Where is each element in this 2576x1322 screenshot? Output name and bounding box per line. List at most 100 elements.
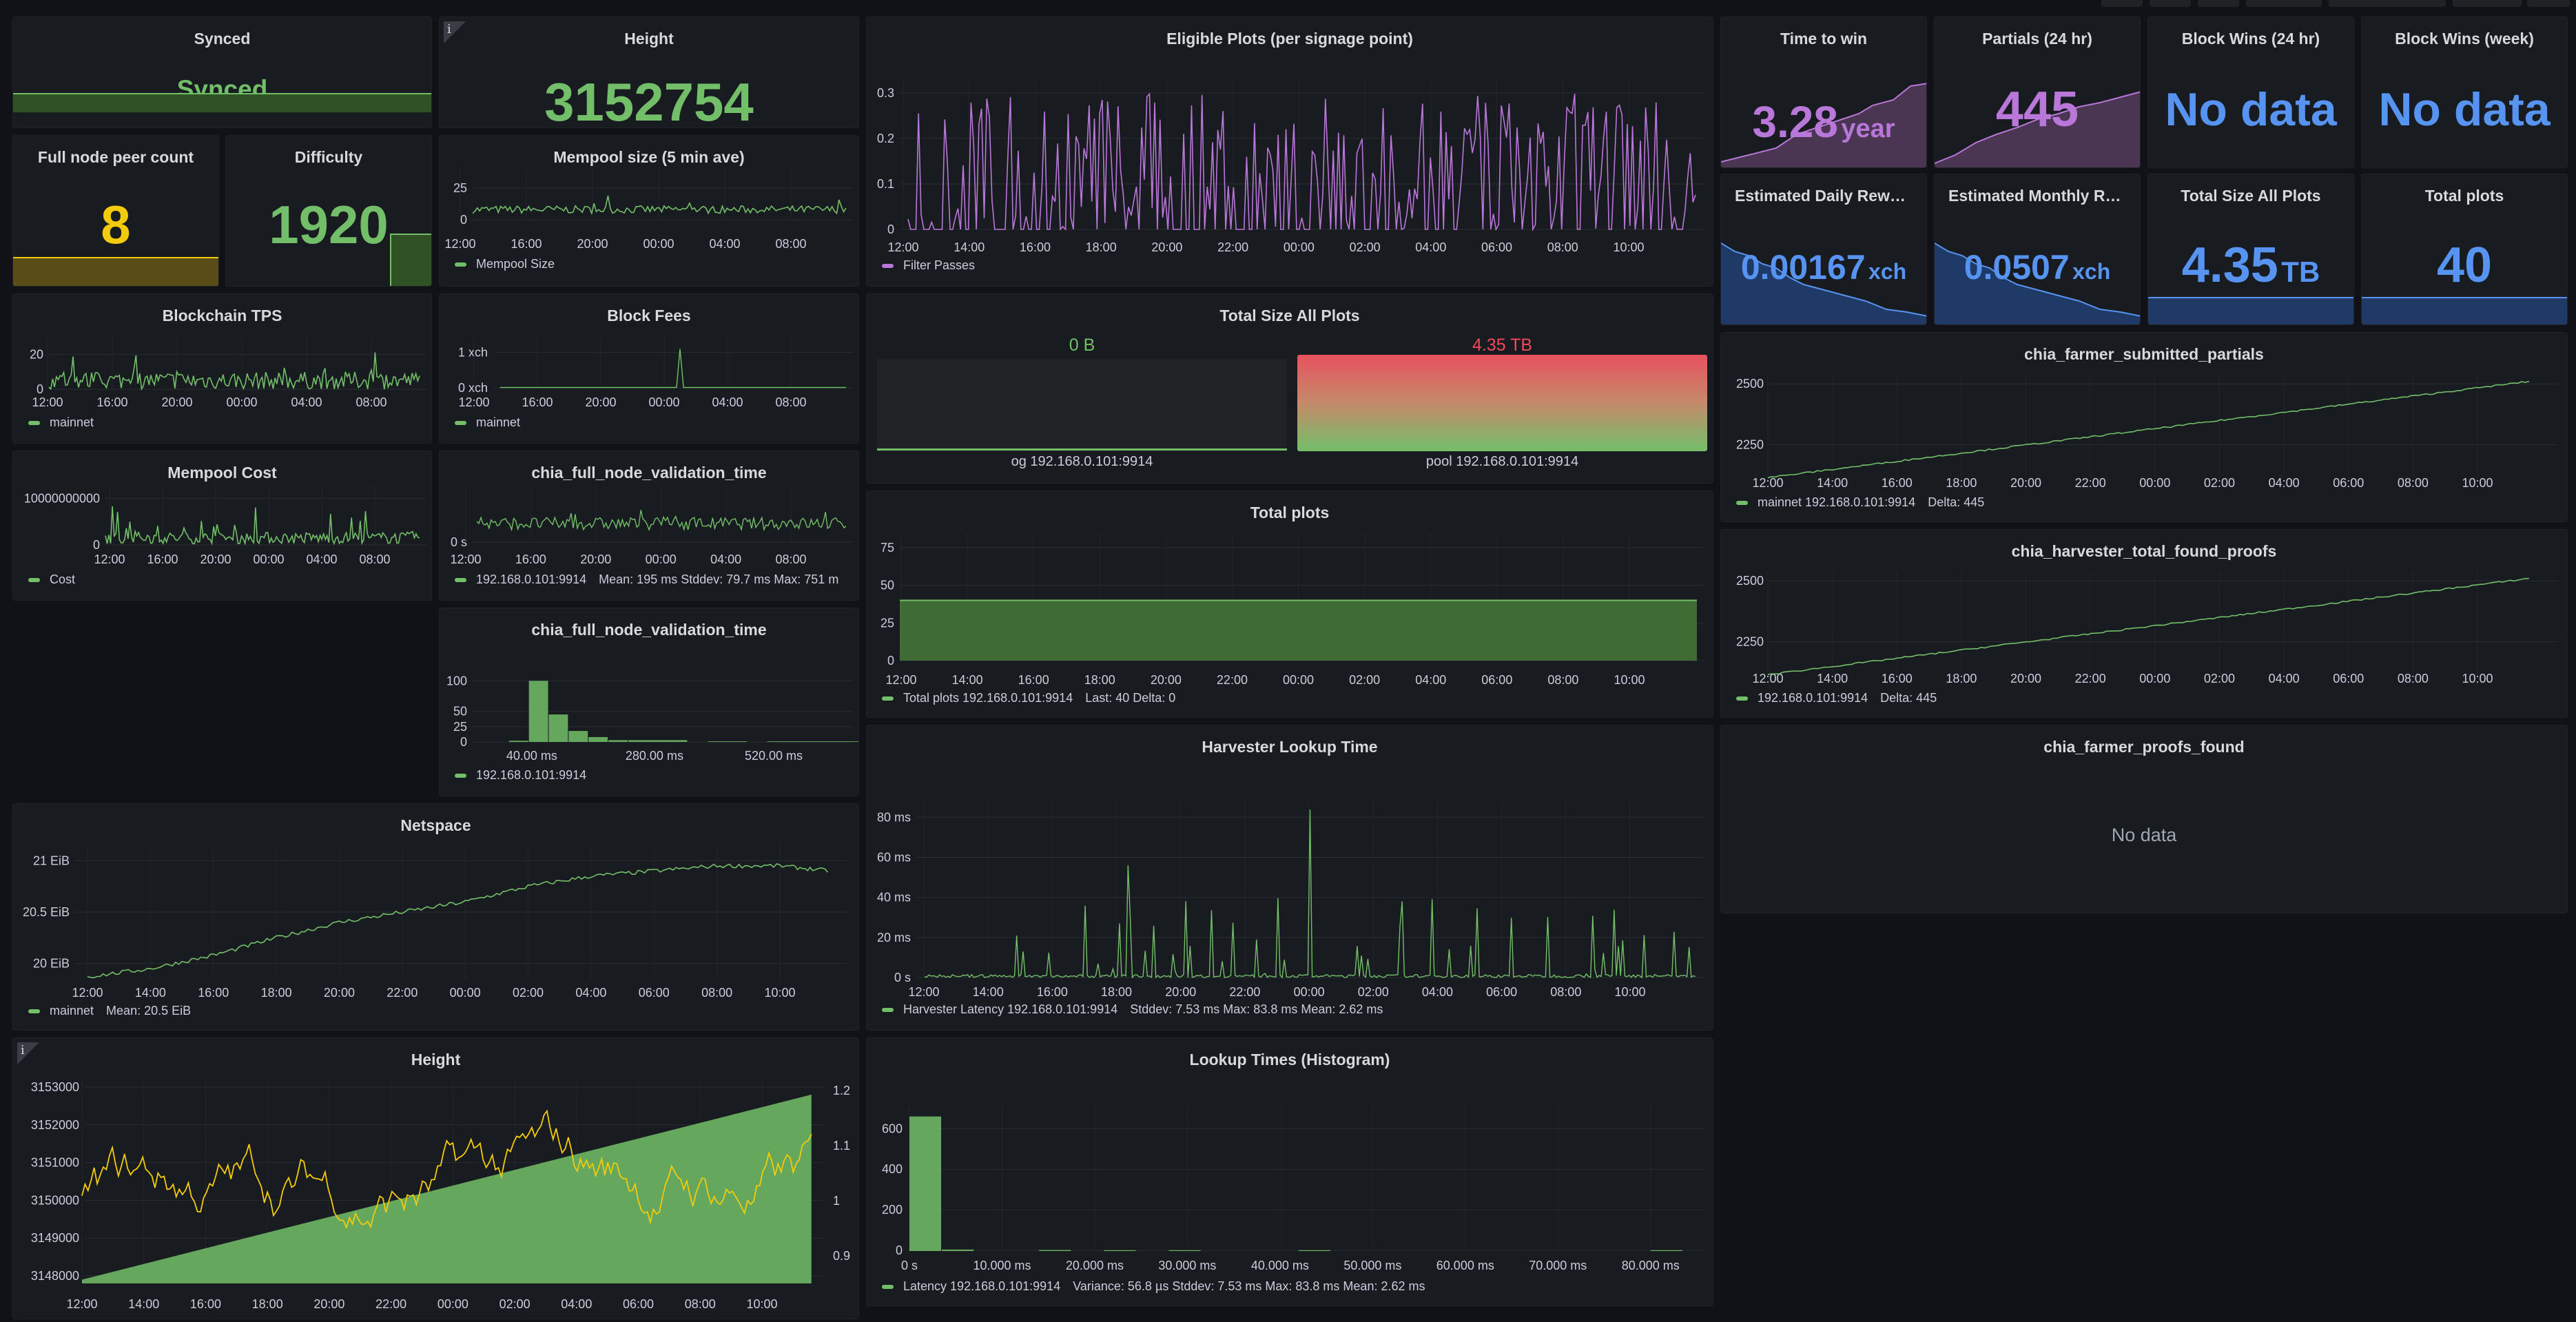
chart-legend[interactable]: mainnet Mean: 20.5 EiB	[28, 1004, 191, 1018]
daily-rewards-value: 0.00167	[1740, 248, 1866, 287]
chart-legend[interactable]: Mempool Size	[455, 257, 555, 271]
y-tick-label: 600	[882, 1122, 903, 1135]
panel-title: chia_farmer_proofs_found	[2043, 738, 2245, 756]
x-tick-label: 12:00	[1752, 476, 1783, 490]
panel-title: Block Wins (week)	[2395, 30, 2534, 48]
x-tick-label: 12:00	[72, 986, 103, 1000]
eligible-plots-chart: 0 0.1 0.2 0.3 12:00 14:00 16:00 18:00 20:00 22:00…	[877, 79, 1704, 254]
y-tick-label: 3151000	[31, 1156, 79, 1170]
peer-count-panel[interactable]: Full node peer count 8	[12, 135, 219, 287]
toolbar-button[interactable]	[2527, 0, 2570, 7]
y-tick-label: 3153000	[31, 1080, 79, 1094]
x-tick-label: 22:00	[1217, 673, 1248, 687]
fees-line	[500, 349, 846, 389]
histogram-bar	[1039, 1250, 1071, 1251]
y-tick-label: 2250	[1736, 635, 1764, 649]
partials-value: 445	[1995, 82, 2079, 137]
y-tick-label: 100	[446, 674, 467, 688]
blockchain-tps-panel[interactable]: Blockchain TPS 0 20 12:00 16:00 20:00 00:00 04…	[12, 293, 432, 444]
x-tick-label: 08:00	[1547, 673, 1578, 687]
time-to-win-panel[interactable]: Time to win 3.28 year	[1720, 17, 1927, 168]
x-tick-label: 14:00	[952, 673, 983, 687]
bar-og[interactable]	[877, 359, 1287, 451]
panel-title: Block Wins (24 hr)	[2181, 30, 2320, 48]
chart-legend[interactable]: mainnet 192.168.0.101:9914 Delta: 445	[1736, 495, 1984, 510]
harvester-lookup-panel[interactable]: Harvester Lookup Time 0 s 20 ms 40 ms 60 ms…	[866, 725, 1713, 1031]
x-tick-label: 12:00	[32, 395, 63, 409]
eligible-plots-panel[interactable]: Eligible Plots (per signage point) 0 0.1 0…	[866, 17, 1713, 287]
series-line	[1767, 380, 2530, 479]
info-icon[interactable]: i	[17, 1042, 39, 1064]
found-proofs-panel[interactable]: chia_harvester_total_found_proofs 2250 25…	[1720, 529, 2568, 718]
y-tick-label: 10000000000	[24, 491, 100, 505]
x-tick-label: 08:00	[2398, 476, 2429, 490]
y-tick-label: 0	[887, 654, 894, 668]
chart-legend[interactable]: Total plots 192.168.0.101:9914 Last: 40 D…	[882, 691, 1175, 705]
x-tick-label: 16:00	[1882, 476, 1913, 490]
x-tick-label: 16:00	[1020, 240, 1051, 254]
ratio-line	[81, 1109, 812, 1230]
toolbar-button[interactable]	[2453, 0, 2522, 7]
bar-pool[interactable]	[1297, 355, 1707, 451]
daily-rewards-panel[interactable]: Estimated Daily Rewards 0.00167 xch	[1720, 174, 1927, 325]
y-tick-label: 3150000	[31, 1193, 79, 1207]
block-wins-week-panel[interactable]: Block Wins (week) No data	[2361, 17, 2568, 168]
block-fees-panel[interactable]: Block Fees 0 xch 1 xch 12:00 16:00 20:00 00:0…	[439, 293, 859, 444]
chart-legend[interactable]: Filter Passes	[882, 258, 975, 273]
chart-legend[interactable]: 192.168.0.101:9914 Mean: 195 ms Stddev: 7…	[455, 572, 838, 587]
chart-legend[interactable]: Harvester Latency 192.168.0.101:9914 Stdd…	[882, 1002, 1383, 1017]
height-chart-panel[interactable]: i Height 3148000 3149000 3150000 3151000 315…	[12, 1037, 859, 1319]
chart-legend[interactable]: 192.168.0.101:9914 Delta: 445	[1736, 691, 1937, 705]
total-plots-value: 40	[2436, 238, 2493, 293]
toolbar-button[interactable]	[2198, 0, 2239, 7]
x-tick-label: 12:00	[450, 552, 481, 566]
monthly-rewards-unit: xch	[2072, 259, 2111, 284]
x-tick-label: 00:00	[2139, 476, 2170, 490]
chart-legend[interactable]: mainnet	[455, 415, 520, 430]
y-tick-label: 1 xch	[458, 346, 488, 360]
toolbar-button[interactable]	[2246, 0, 2322, 7]
y-tick-label: 0	[887, 223, 894, 236]
x-tick-label: 20:00	[2010, 672, 2041, 685]
histogram-bar	[1168, 1250, 1201, 1251]
x-tick-label: 08:00	[775, 237, 806, 251]
chart-legend[interactable]: Latency 192.168.0.101:9914 Variance: 56.8…	[882, 1279, 1425, 1294]
total-plots-stat-panel[interactable]: Total plots 40	[2361, 174, 2568, 325]
mempool-size-panel[interactable]: Mempool size (5 min ave) 0 25 12:00 16:00 20…	[439, 135, 859, 287]
total-size-stat-panel[interactable]: Total Size All Plots 4.35 TB	[2147, 174, 2354, 325]
lookup-histogram-panel[interactable]: Lookup Times (Histogram) 0 200 400 600 0 s 10…	[866, 1037, 1713, 1306]
info-icon[interactable]: i	[444, 21, 466, 43]
mempool-cost-panel[interactable]: Mempool Cost 0 10000000000 12:00 16:00 20:00…	[12, 451, 432, 601]
submitted-partials-panel[interactable]: chia_farmer_submitted_partials 2250 2500 1…	[1720, 332, 2568, 522]
synced-panel[interactable]: Synced Synced	[12, 17, 432, 128]
x-tick-label: 04:00	[709, 237, 740, 251]
validation-time-panel[interactable]: chia_full_node_validation_time 0 s 12:00 1…	[439, 451, 859, 601]
submitted-partials-chart: 2250 2500 12:00 14:00 16:00 18:00 20:00 22:00 00…	[1736, 374, 2558, 490]
netspace-panel[interactable]: Netspace 20 EiB 20.5 EiB 21 EiB 12:00 14:00 1…	[12, 803, 859, 1031]
x-tick-label: 20:00	[1151, 673, 1182, 687]
toolbar-button[interactable]	[2101, 0, 2143, 7]
difficulty-panel[interactable]: Difficulty 1920	[225, 135, 432, 287]
toolbar-button[interactable]	[2329, 0, 2446, 7]
chart-legend[interactable]: mainnet	[28, 415, 94, 430]
chart-legend[interactable]: Cost	[28, 572, 75, 587]
validation-histogram-panel[interactable]: chia_full_node_validation_time 0 25 50 100 4…	[439, 608, 859, 796]
toolbar-button[interactable]	[2150, 0, 2191, 7]
chart-legend[interactable]: 192.168.0.101:9914	[455, 768, 586, 783]
total-size-bars-panel[interactable]: Total Size All Plots 0 B og 192.168.0.10…	[866, 293, 1713, 484]
y-tick-label: 75	[880, 541, 894, 555]
histogram-bar	[548, 714, 568, 742]
block-wins-24h-panel[interactable]: Block Wins (24 hr) No data	[2147, 17, 2354, 168]
monthly-rewards-panel[interactable]: Estimated Monthly Rew... 0.0507 xch	[1934, 174, 2141, 325]
proofs-found-panel[interactable]: chia_farmer_proofs_found No data	[1720, 725, 2568, 913]
height-stat-panel[interactable]: i Height 3152754	[439, 17, 859, 128]
x-tick-label: 20:00	[1165, 985, 1196, 999]
y-tick-label: 20	[30, 347, 43, 361]
partials-24h-panel[interactable]: Partials (24 hr) 445	[1934, 17, 2141, 168]
x-tick-label: 10:00	[2462, 476, 2493, 490]
x-tick-label: 16:00	[1882, 672, 1913, 685]
total-plots-chart-panel[interactable]: Total plots 0 25 50 75 12:00 14:00 16:00 18:00 2…	[866, 490, 1713, 718]
x-tick-label: 16:00	[198, 986, 229, 1000]
x-tick-label: 60.000 ms	[1436, 1259, 1494, 1272]
y-tick-label: 20.5 EiB	[23, 905, 70, 919]
